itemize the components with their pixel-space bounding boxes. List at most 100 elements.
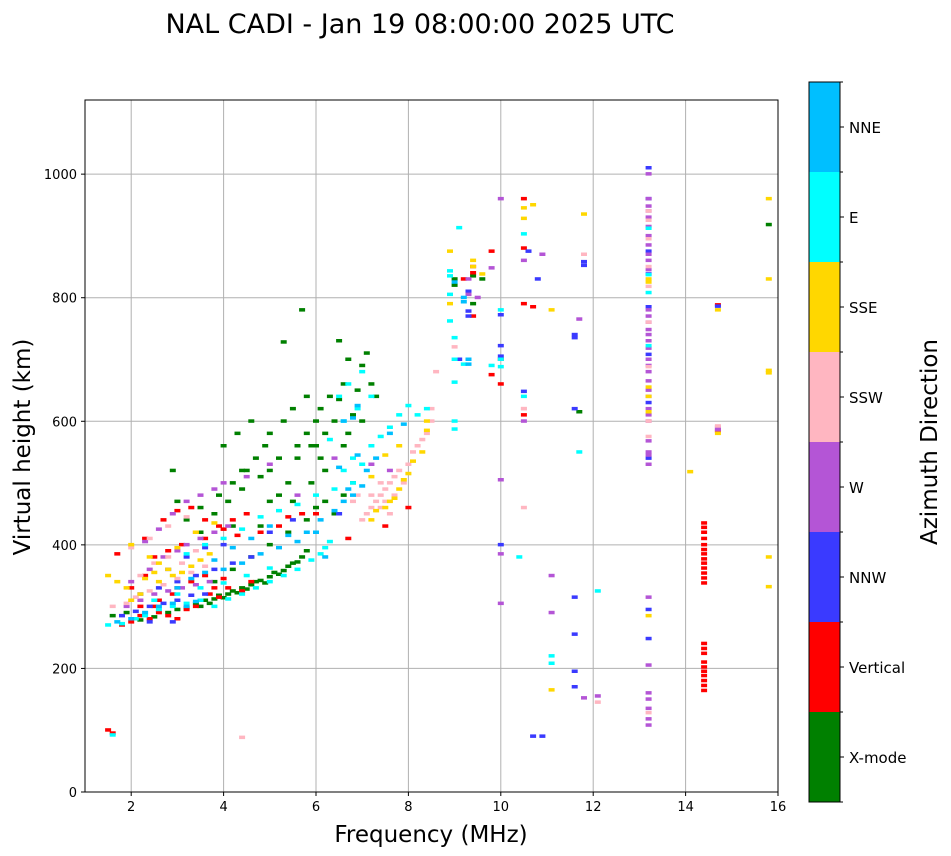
echo-point-w bbox=[645, 327, 652, 332]
colorbar-tick-label: NNW bbox=[849, 569, 886, 587]
echo-point-sse bbox=[123, 586, 130, 590]
echo-point-nne bbox=[294, 539, 301, 544]
echo-point-w bbox=[165, 589, 172, 593]
echo-point-sse bbox=[548, 688, 555, 692]
echo-point-vertical bbox=[701, 561, 708, 565]
echo-point-x-mode bbox=[197, 505, 204, 510]
echo-point-e bbox=[132, 617, 139, 621]
echo-point-x-mode bbox=[229, 481, 236, 485]
echo-point-e bbox=[645, 343, 652, 348]
echo-point-e bbox=[239, 592, 246, 596]
echo-point-e bbox=[451, 427, 458, 431]
echo-point-x-mode bbox=[289, 499, 296, 504]
colorbar-segment bbox=[809, 532, 840, 622]
echo-point-w bbox=[645, 267, 652, 272]
echo-point-nne bbox=[322, 555, 329, 559]
echo-point-vertical bbox=[520, 413, 527, 417]
echo-point-nne bbox=[174, 586, 181, 590]
echo-point-nne bbox=[345, 487, 352, 491]
echo-point-sse bbox=[765, 277, 772, 281]
colorbar-segment bbox=[809, 172, 840, 262]
echo-point-w bbox=[645, 204, 652, 208]
echo-point-e bbox=[359, 369, 366, 374]
echo-point-x-mode bbox=[336, 339, 343, 343]
echo-point-x-mode bbox=[169, 468, 176, 473]
echo-point-ssw bbox=[594, 700, 601, 704]
echo-point-vertical bbox=[701, 660, 708, 664]
echo-point-sse bbox=[206, 552, 213, 556]
echo-point-e bbox=[451, 380, 458, 384]
echo-point-nnw bbox=[497, 354, 504, 358]
echo-point-x-mode bbox=[340, 493, 347, 497]
echo-point-w bbox=[146, 567, 153, 572]
echo-point-x-mode bbox=[211, 579, 218, 584]
echo-point-nne bbox=[183, 604, 190, 609]
echo-point-vertical bbox=[220, 576, 227, 581]
echo-point-e bbox=[645, 226, 652, 230]
echo-point-x-mode bbox=[363, 351, 370, 355]
echo-point-x-mode bbox=[266, 575, 273, 579]
echo-point-x-mode bbox=[354, 388, 361, 392]
echo-point-nnw bbox=[530, 734, 537, 738]
echo-point-w bbox=[645, 369, 652, 374]
echo-point-vertical bbox=[155, 598, 162, 602]
echo-point-x-mode bbox=[289, 406, 296, 411]
echo-point-vertical bbox=[701, 673, 708, 678]
echo-point-vertical bbox=[460, 277, 467, 281]
echo-point-nnw bbox=[571, 685, 578, 689]
echo-point-sse bbox=[155, 579, 162, 584]
colorbar-segment bbox=[809, 82, 840, 172]
echo-point-w bbox=[488, 266, 495, 270]
echo-point-nne bbox=[285, 533, 292, 538]
echo-point-nne bbox=[142, 610, 149, 615]
echo-point-w bbox=[645, 224, 652, 229]
echo-point-ssw bbox=[109, 604, 116, 609]
echo-point-nnw bbox=[645, 400, 652, 405]
echo-point-e bbox=[174, 592, 181, 596]
echo-point-sse bbox=[211, 521, 218, 525]
echo-point-sse bbox=[645, 410, 652, 414]
echo-point-nne bbox=[460, 295, 467, 300]
x-axis-label: Frequency (MHz) bbox=[334, 822, 527, 848]
echo-point-w bbox=[645, 252, 652, 256]
echo-point-x-mode bbox=[252, 579, 259, 584]
echo-point-nnw bbox=[183, 555, 190, 559]
echo-point-e bbox=[225, 597, 232, 601]
echo-point-x-mode bbox=[313, 505, 319, 510]
echo-point-x-mode bbox=[345, 431, 352, 436]
echo-point-e bbox=[313, 493, 319, 497]
echo-point-x-mode bbox=[262, 444, 269, 448]
echo-point-w bbox=[192, 583, 199, 587]
echo-point-w bbox=[211, 487, 218, 491]
echo-point-w bbox=[645, 314, 652, 318]
echo-point-e bbox=[520, 394, 527, 399]
echo-point-w bbox=[645, 462, 652, 466]
echo-point-x-mode bbox=[202, 598, 209, 602]
echo-point-w bbox=[645, 332, 652, 337]
echo-point-vertical bbox=[701, 552, 708, 556]
echo-point-nne bbox=[350, 493, 356, 497]
echo-point-x-mode bbox=[137, 618, 144, 622]
echo-point-sse bbox=[174, 545, 181, 550]
echo-point-x-mode bbox=[326, 394, 333, 399]
y-tick-label: 1000 bbox=[44, 168, 77, 183]
echo-point-x-mode bbox=[243, 587, 250, 591]
echo-point-x-mode bbox=[280, 568, 287, 573]
echo-point-vertical bbox=[701, 646, 708, 651]
echo-point-nnw bbox=[174, 579, 181, 584]
echo-point-sse bbox=[548, 308, 555, 312]
echo-point-nnw bbox=[289, 518, 296, 522]
echo-point-x-mode bbox=[229, 589, 236, 593]
echo-point-x-mode bbox=[266, 431, 273, 436]
echo-point-w bbox=[645, 233, 652, 238]
echo-point-e bbox=[294, 567, 301, 572]
echo-point-e bbox=[386, 425, 393, 429]
echo-point-x-mode bbox=[368, 382, 375, 386]
echo-point-w bbox=[645, 308, 652, 312]
echo-point-vertical bbox=[257, 530, 264, 534]
echo-point-w bbox=[331, 456, 338, 460]
echo-point-nnw bbox=[520, 389, 527, 394]
echo-point-sse bbox=[192, 530, 199, 534]
echo-point-w bbox=[220, 481, 227, 485]
echo-point-x-mode bbox=[470, 301, 477, 306]
